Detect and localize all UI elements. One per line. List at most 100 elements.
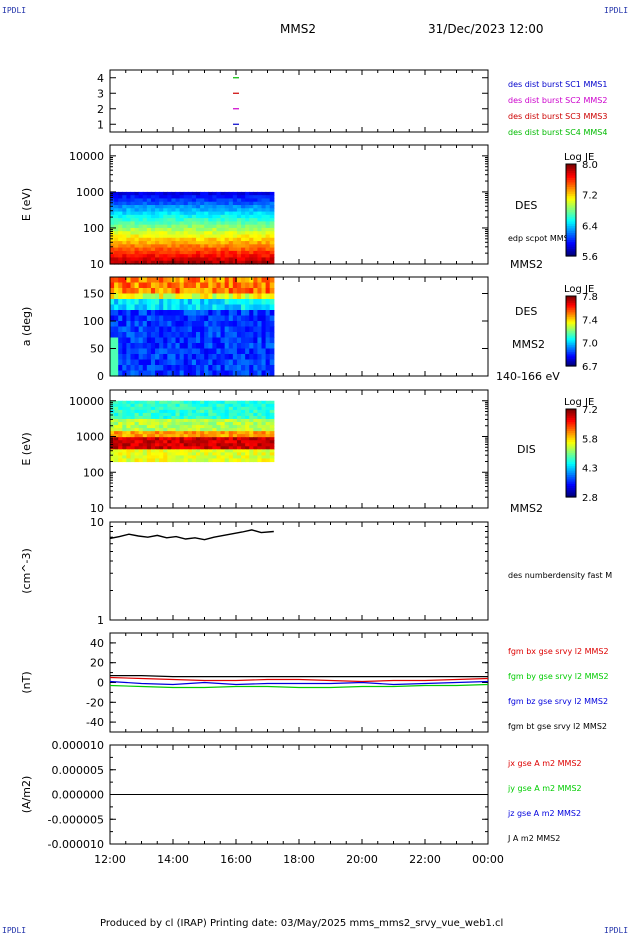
des-energy-cell: [204, 244, 209, 249]
des-pitch-cell: [171, 299, 177, 306]
des-energy-cell: [195, 191, 201, 196]
des-energy-cell: [142, 214, 148, 219]
des-energy-cell: [265, 250, 271, 255]
des-energy-cell: [204, 224, 209, 229]
des-pitch-cell: [249, 348, 254, 355]
des-pitch-cell: [245, 332, 250, 339]
des-pitch-cell: [163, 337, 168, 344]
des-energy-cell: [249, 237, 254, 242]
des-energy-cell: [183, 211, 189, 216]
des-pitch-cell: [191, 365, 197, 372]
time-axis-label: 20:00: [346, 853, 378, 866]
des-pitch-cell: [138, 365, 144, 372]
dis-energy-cell: [200, 449, 205, 453]
des-pitch-cell: [212, 332, 218, 339]
des-energy-cell: [126, 260, 132, 265]
des-energy-cell: [118, 191, 123, 196]
dis-energy-cell: [265, 406, 271, 411]
des-energy-cell: [200, 234, 205, 239]
dis-energy-cell: [212, 409, 218, 414]
des-energy-panel-colorbar-frame: [565, 163, 577, 257]
des-pitch-cell: [208, 359, 213, 366]
des-energy-cell: [228, 205, 234, 209]
dis-energy-cell: [183, 400, 189, 405]
des-pitch-cell: [183, 365, 189, 372]
dis-energy-cell: [208, 449, 213, 453]
dis-energy-cell: [175, 425, 181, 429]
dis-energy-panel-colorbar-cell: [566, 481, 576, 485]
des-energy-cell: [212, 191, 218, 196]
time-axis-label: 14:00: [157, 853, 189, 866]
dis-energy-cell: [216, 415, 222, 420]
dis-energy-cell: [261, 400, 267, 405]
des-pitch-cell: [261, 348, 267, 355]
des-energy-cell: [191, 198, 197, 203]
dis-energy-cell: [155, 425, 160, 429]
des-pitch-cell: [134, 277, 140, 284]
dis-energy-cell: [224, 452, 230, 457]
des-energy-cell: [130, 247, 136, 252]
dis-energy-cell: [150, 400, 156, 405]
des-energy-cell: [261, 227, 267, 232]
des-pitch-panel-colorbar-cell: [566, 359, 576, 362]
dis-energy-cell: [163, 449, 168, 453]
des-energy-cell: [155, 241, 160, 245]
dis-energy-cell: [241, 428, 246, 432]
des-energy-cell: [126, 247, 132, 252]
dis-energy-cell: [253, 431, 259, 435]
des-energy-cell: [118, 237, 123, 242]
des-energy-cell: [150, 244, 156, 249]
dis-energy-cell: [224, 425, 230, 429]
des-energy-cell: [191, 244, 197, 249]
des-pitch-cell: [163, 293, 168, 300]
des-energy-cell: [224, 237, 230, 242]
dis-energy-cell: [122, 452, 127, 457]
des-pitch-cell: [236, 337, 242, 344]
des-pitch-cell: [138, 304, 144, 311]
des-pitch-cell: [118, 370, 123, 377]
dis-energy-cell: [245, 452, 250, 457]
dis-energy-cell: [142, 431, 148, 435]
des-energy-cell: [167, 218, 173, 222]
des-energy-cell: [245, 237, 250, 242]
dis-energy-cell: [232, 406, 238, 411]
burst-legend-2: des dist burst SC2 MMS2: [508, 96, 607, 105]
des-energy-cell: [204, 201, 209, 206]
des-energy-cell: [134, 227, 140, 232]
des-energy-cell: [150, 221, 156, 226]
des-pitch-cell: [163, 332, 168, 339]
dis-energy-cell: [245, 409, 250, 414]
des-pitch-cell: [241, 365, 246, 372]
des-energy-cell: [253, 227, 259, 232]
des-pitch-cell: [163, 348, 168, 355]
dis-energy-cell: [138, 443, 144, 447]
des-energy-cell: [134, 191, 140, 196]
dis-energy-cell: [249, 422, 254, 426]
dis-energy-cell: [122, 455, 127, 460]
des-pitch-cell: [179, 337, 185, 344]
des-pitch-cell: [204, 332, 209, 339]
des-pitch-cell: [195, 293, 201, 300]
des-pitch-cell: [241, 299, 246, 306]
des-energy-cell: [175, 227, 181, 232]
dis-energy-cell: [146, 418, 152, 423]
dis-energy-panel-colorbar-cell: [566, 422, 576, 425]
bfield-series-1: [109, 676, 489, 683]
dis-energy-cell: [195, 403, 201, 408]
dis-energy-cell: [228, 449, 234, 453]
des-energy-cell: [195, 218, 201, 222]
des-energy-cell: [216, 214, 222, 219]
des-energy-cell: [183, 250, 189, 255]
des-energy-cell: [138, 241, 144, 245]
des-energy-cell: [134, 244, 140, 249]
time-axis-label: 22:00: [409, 853, 441, 866]
des-pitch-cell: [236, 310, 242, 317]
dis-energy-panel-colorbar-cell: [566, 428, 576, 432]
dis-energy-cell: [261, 443, 267, 447]
dis-energy-cell: [224, 422, 230, 426]
dis-energy-cell: [195, 443, 201, 447]
des-energy-cell: [134, 201, 140, 206]
des-energy-cell: [134, 241, 140, 245]
des-energy-cell: [261, 231, 267, 236]
des-energy-cell: [195, 205, 201, 209]
